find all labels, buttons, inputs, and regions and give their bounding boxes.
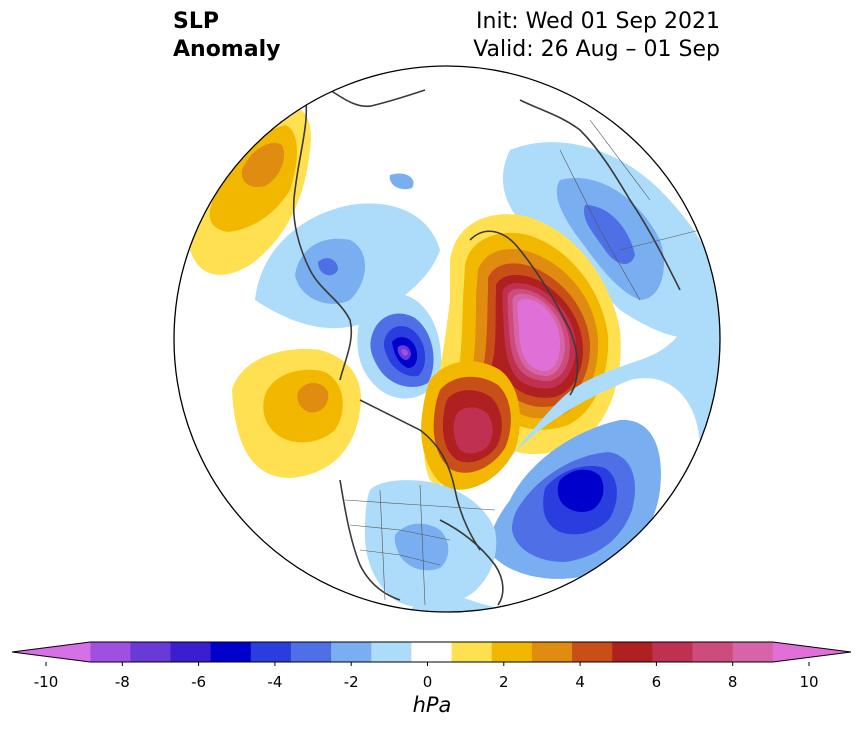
init-date: Init: Wed 01 Sep 2021 (476, 9, 720, 34)
colorbar-segment (612, 642, 653, 662)
colorbar-tick-label: 2 (499, 673, 509, 691)
colorbar-tick-label: 6 (651, 673, 662, 691)
colorbar-segment (130, 642, 171, 662)
colorbar-outline (11, 641, 852, 663)
colorbar-tick-label: -2 (343, 673, 359, 691)
colorbar-tick-label: -4 (267, 673, 283, 691)
colorbar-segment (491, 642, 533, 662)
gulf-of-alaska-negative-anomaly (255, 203, 442, 399)
coastlines (292, 89, 681, 606)
north-america-negative-anomaly (365, 480, 497, 608)
colorbar-tick-label: 10 (799, 673, 819, 691)
colorbar-segment (572, 642, 613, 662)
polar-map (173, 65, 721, 613)
title-block-left: SLP Anomaly (173, 8, 280, 64)
colorbar-segment (90, 642, 131, 662)
colorbar-extend-min (12, 642, 91, 662)
colorbar-tick-label: -6 (191, 673, 207, 691)
colorbar-segment (531, 642, 573, 662)
colorbar-tick-label: -8 (114, 673, 130, 691)
political-borders (344, 119, 701, 606)
valid-range: Valid: 26 Aug – 01 Sep (473, 37, 720, 62)
colorbar-segment (371, 642, 412, 662)
colorbar-segment (210, 642, 252, 662)
colorbar-segment (290, 642, 332, 662)
hudson-bay-positive-anomaly (421, 361, 520, 490)
title-block-right: Init: Wed 01 Sep 2021 Valid: 26 Aug – 01… (473, 8, 720, 64)
colorbar-extend-max (772, 642, 851, 662)
colorbar-segment (170, 642, 212, 662)
map-boundary (173, 65, 721, 613)
colorbar-segment (692, 642, 734, 662)
anomaly-field (174, 66, 720, 612)
colorbar-segment (331, 642, 372, 662)
colorbar-segment (732, 642, 774, 662)
north-pacific-positive-anomaly (232, 349, 361, 478)
colorbar-segment (652, 642, 694, 662)
colorbar-tick-label: 8 (727, 673, 738, 691)
colorbar (11, 641, 852, 666)
colorbar-tick-label: -10 (33, 673, 59, 691)
colorbar-segment (250, 642, 292, 662)
colorbar-segment (411, 642, 453, 662)
colorbar-tick-label: 0 (422, 673, 433, 691)
colorbar-segment (451, 642, 493, 662)
title-anomaly: Anomaly (173, 37, 281, 62)
colorbar-unit-label: hPa (412, 693, 452, 717)
siberia-positive-anomaly (190, 106, 311, 275)
title-variable: SLP (173, 9, 219, 34)
colorbar-tick-label: 4 (575, 673, 585, 691)
